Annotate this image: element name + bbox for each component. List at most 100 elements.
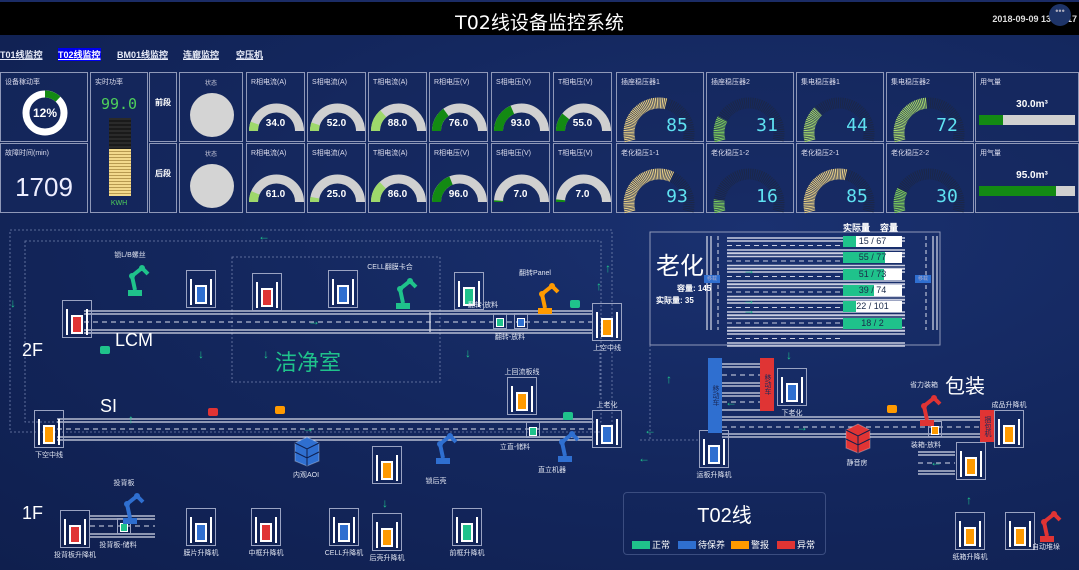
aging-col-actual: 实际量: [843, 223, 871, 233]
nav-bm01[interactable]: BM01线监控: [117, 50, 169, 60]
station-machine[interactable]: [60, 510, 90, 548]
flow-arrow-icon: →: [743, 303, 755, 317]
station-machine[interactable]: [34, 410, 64, 448]
floor-1f-label: 1F: [22, 503, 44, 523]
robot-label: 锁L/B螺丝: [114, 252, 146, 259]
buffer-station[interactable]: [514, 313, 528, 329]
station-machine[interactable]: [994, 410, 1024, 448]
nav-t02[interactable]: T02线监控: [58, 48, 101, 61]
station-rail: [531, 386, 533, 412]
aging-actual: 实际量: 35: [656, 296, 694, 305]
station-machine[interactable]: [62, 300, 92, 338]
station-machine[interactable]: [328, 270, 358, 308]
nav-corridor[interactable]: 连廊监控: [183, 50, 220, 60]
station-rail: [1009, 521, 1011, 547]
station-machine[interactable]: [507, 377, 537, 415]
gauge-label: R相电压(V): [434, 79, 470, 86]
station-status-block: [43, 425, 55, 444]
station-machine[interactable]: [1005, 512, 1035, 550]
flow-arrow-icon: →: [796, 420, 808, 434]
aging-lane-row: 15 / 67: [843, 236, 902, 247]
nav-t01[interactable]: T01线监控: [0, 50, 43, 60]
gauge-track: [556, 174, 611, 203]
station-machine[interactable]: [372, 446, 402, 484]
buffer-station[interactable]: [493, 313, 507, 329]
station-machine[interactable]: [956, 442, 986, 480]
station-rail: [332, 279, 334, 305]
flow-arrow-icon: ↓: [263, 347, 269, 361]
transfer-cart[interactable]: 移动车: [708, 358, 722, 433]
cabinet-label: 静音房: [846, 460, 868, 467]
station-machine[interactable]: [699, 430, 729, 468]
robot-arm-icon: [428, 430, 458, 466]
power-unit: KWH: [110, 200, 128, 207]
station-machine[interactable]: [592, 303, 622, 341]
buffer-station[interactable]: [928, 421, 942, 437]
gauge-arc: [432, 174, 487, 203]
station-machine[interactable]: [592, 410, 622, 448]
section-name: 后段: [155, 169, 171, 178]
robot-arm-icon: [388, 275, 418, 311]
legend-maintenance: 待保养: [678, 538, 725, 551]
regulator-panel: 插座稳压器1 85: [616, 72, 704, 143]
station-machine[interactable]: [777, 368, 807, 406]
conveyors: [57, 310, 980, 538]
station-rail: [478, 281, 480, 307]
gauge-fill: [371, 110, 387, 132]
more-menu-button[interactable]: •••: [1049, 4, 1071, 26]
station-machine[interactable]: [186, 508, 216, 546]
transfer-cart[interactable]: 移动车: [760, 358, 774, 411]
gauge-panel: R相电压(V) 76.0: [429, 72, 488, 142]
section-name-panel: 后段: [149, 143, 177, 213]
flow-arrow-icon: ←: [258, 229, 270, 243]
gauge-value: 96.0: [448, 189, 469, 200]
station-machine[interactable]: [186, 270, 216, 308]
clean-room-label: 洁净室: [275, 350, 342, 375]
station-machine[interactable]: [252, 273, 282, 311]
station-machine[interactable]: [329, 508, 359, 546]
gas-usage-label: 用气量: [980, 79, 1001, 86]
station-rail: [959, 521, 961, 547]
regulator-gauge: [713, 168, 785, 214]
station-label: 投背板升降机: [54, 552, 96, 559]
gas-usage-value: 30.0m³: [1016, 99, 1048, 110]
utilization-panel: 设备稼动率 12%: [0, 72, 88, 142]
gauge-fill: [432, 108, 449, 132]
transfer-tag-right: 移载: [915, 275, 931, 283]
gauge-value: 7.0: [513, 189, 528, 200]
lcm-label: LCM: [115, 330, 154, 350]
station-rail: [86, 309, 88, 335]
regulator-panel: 插座稳压器2 31: [706, 72, 794, 143]
station-status-block: [1014, 527, 1026, 546]
station-rail: [333, 517, 335, 543]
station-label: 前框升降机: [449, 550, 485, 557]
station-machine[interactable]: [372, 513, 402, 551]
station-machine[interactable]: [251, 508, 281, 546]
gauge-label: S相电压(V): [496, 79, 531, 86]
station-machine[interactable]: [454, 272, 484, 310]
station-machine[interactable]: [955, 512, 985, 550]
datetime: 2018-09-09 13:36:17: [992, 14, 1077, 24]
fault-time-panel: 故障时间(min) 1709: [0, 143, 88, 213]
robot-arm-icon: [912, 392, 942, 428]
legend: T02线 正常 待保养 警报 异常: [623, 492, 826, 555]
motor-icon: [563, 412, 573, 420]
aging-lane-row: 55 / 77: [843, 252, 902, 264]
gauge-value: 76.0: [448, 118, 469, 129]
gauge-label: T相电流(A): [373, 150, 408, 157]
section-name: 前段: [155, 98, 171, 107]
gas-usage-bar: [979, 186, 1075, 196]
station-rail: [703, 439, 705, 465]
nav-air-compressor[interactable]: 空压机: [236, 50, 264, 60]
status-label: 状态: [204, 152, 217, 158]
transfer-cart[interactable]: 捆包机: [980, 410, 994, 442]
gauge-label: S相电流(A): [312, 150, 347, 157]
legend-abnormal: 异常: [777, 538, 815, 551]
regulator-value: 30: [936, 186, 958, 207]
buffer-station[interactable]: [526, 422, 540, 438]
floor-2f-label: 2F: [22, 340, 44, 360]
station-rail: [190, 517, 192, 543]
robot-label: CELL翻膜卡合: [367, 264, 413, 271]
station-machine[interactable]: [452, 508, 482, 546]
regulator-label: 集电稳压器1: [801, 79, 840, 86]
